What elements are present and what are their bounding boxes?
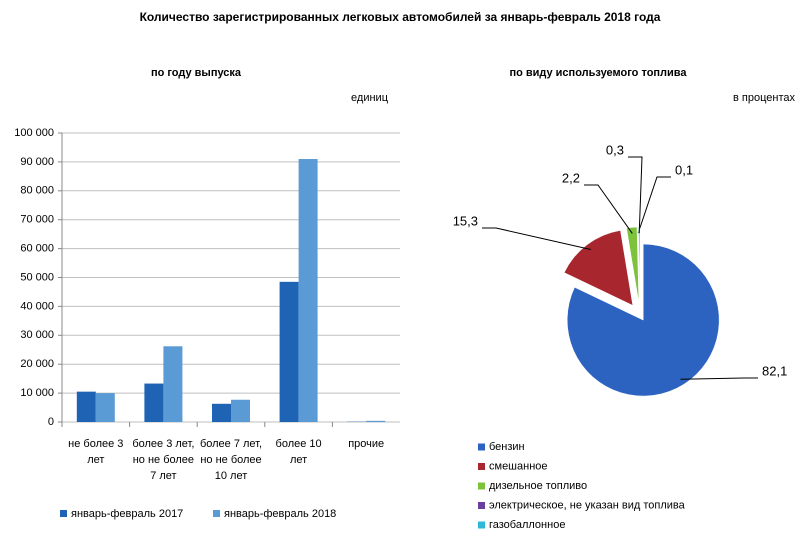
leader-line <box>482 227 591 250</box>
y-tick-label: 20 000 <box>20 358 54 370</box>
data-label: 0,1 <box>675 162 693 177</box>
x-tick-label: более 10 лет <box>275 438 322 466</box>
unit-label: в процентах <box>733 92 795 104</box>
bar <box>212 403 231 422</box>
legend-label: январь-февраль 2018 <box>224 508 336 520</box>
bar <box>298 159 318 422</box>
chart-title: по году выпуска <box>151 67 242 79</box>
legend-swatch <box>478 463 485 470</box>
y-tick-label: 10 000 <box>20 387 54 399</box>
data-label: 15,3 <box>453 213 478 228</box>
legend-label: январь-февраль 2017 <box>71 508 183 520</box>
leader-line <box>680 377 758 380</box>
y-tick-label: 0 <box>48 416 54 428</box>
data-label: 82,1 <box>762 363 787 378</box>
legend-swatch <box>478 521 485 529</box>
legend-swatch <box>478 443 485 451</box>
legend-label: бензин <box>489 441 525 453</box>
x-tick-label: более 3 лет, но не более 7 лет <box>132 438 195 482</box>
y-tick-label: 70 000 <box>20 214 54 226</box>
x-tick-label: не более 3 лет <box>68 438 124 466</box>
data-label: 2,2 <box>562 170 580 185</box>
y-tick-label: 50 000 <box>20 271 54 283</box>
pie-slice <box>566 243 720 397</box>
y-tick-label: 80 000 <box>20 185 54 197</box>
bar <box>144 383 164 422</box>
chart-title: по виду используемого топлива <box>509 67 687 79</box>
bar <box>279 281 299 422</box>
legend-swatch <box>213 510 220 517</box>
leader-line <box>637 176 671 234</box>
legend-swatch <box>60 510 67 517</box>
legend-swatch <box>478 502 485 509</box>
y-tick-label: 100 000 <box>14 127 54 139</box>
bar <box>95 393 115 422</box>
y-tick-label: 90 000 <box>20 156 54 168</box>
page-title: Количество зарегистрированных легковых а… <box>140 10 661 24</box>
legend-label: смешанное <box>489 460 548 472</box>
legend-label: дизельное топливо <box>489 480 587 492</box>
leader-line <box>584 184 633 234</box>
y-tick-label: 30 000 <box>20 329 54 341</box>
legend-label: электрическое, не указан вид топлива <box>489 499 686 511</box>
pie-slice <box>626 226 640 304</box>
x-tick-label: более 7 лет, но не более 10 лет <box>199 438 263 482</box>
y-tick-label: 60 000 <box>20 243 54 255</box>
pie-slice <box>563 230 634 306</box>
bar <box>76 391 96 422</box>
unit-label: единиц <box>351 92 389 104</box>
bar <box>366 420 386 422</box>
x-tick-label: прочие <box>348 438 385 450</box>
data-label: 0,3 <box>606 142 624 157</box>
y-tick-label: 40 000 <box>20 300 54 312</box>
bar <box>163 346 183 422</box>
leader-line <box>628 156 643 234</box>
bar <box>231 399 250 422</box>
legend-swatch <box>478 482 485 490</box>
legend-label: газобаллонное <box>489 519 565 531</box>
